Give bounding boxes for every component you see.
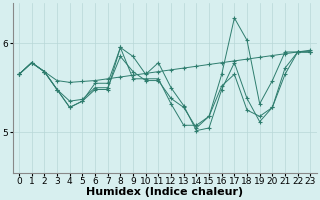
X-axis label: Humidex (Indice chaleur): Humidex (Indice chaleur) <box>86 187 243 197</box>
